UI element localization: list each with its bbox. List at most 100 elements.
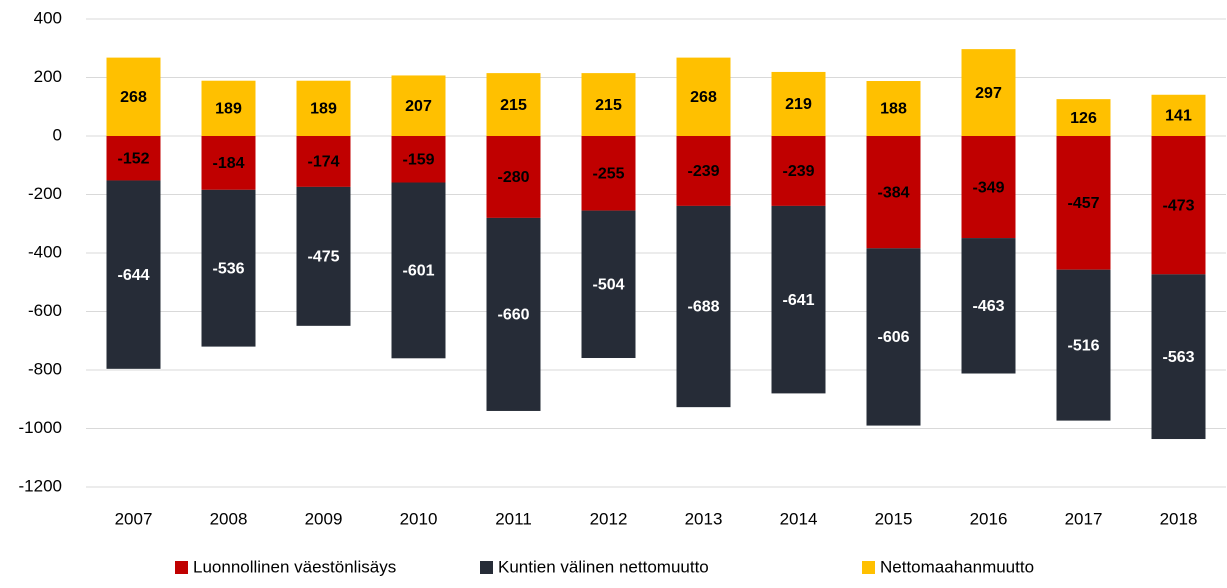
y-tick-label: -200 (28, 184, 62, 203)
x-tick-label: 2008 (210, 509, 248, 528)
bar-segment (106, 180, 161, 369)
value-label: 207 (405, 98, 432, 115)
value-label: -159 (402, 151, 434, 168)
bar-segment (106, 136, 161, 181)
value-label: -601 (402, 263, 434, 280)
x-tick-label: 2010 (400, 509, 438, 528)
value-label: -644 (117, 267, 149, 284)
bar-segment (1056, 99, 1111, 136)
value-label: -463 (972, 298, 1004, 315)
x-tick-label: 2018 (1160, 509, 1198, 528)
legend-swatch (480, 561, 493, 574)
y-tick-label: 400 (34, 8, 62, 27)
value-label: -475 (307, 249, 339, 266)
bar-segment (866, 136, 921, 249)
bar-segment (1151, 136, 1206, 275)
bar-segment (581, 73, 636, 136)
bar-segment (771, 71, 826, 136)
value-label: 268 (690, 89, 717, 106)
value-label: 219 (785, 96, 812, 113)
bar-segment (581, 136, 636, 211)
bar-segment (1056, 269, 1111, 421)
value-label: 126 (1070, 110, 1097, 127)
bar-segment (866, 248, 921, 426)
value-label: -280 (497, 169, 529, 186)
bar-segment (201, 136, 256, 190)
x-tick-label: 2011 (495, 509, 532, 528)
value-label: 297 (975, 85, 1002, 102)
bar-segment (391, 182, 446, 359)
bar-segment (296, 80, 351, 136)
value-label: 268 (120, 89, 147, 106)
bar-segment (961, 136, 1016, 239)
x-tick-label: 2012 (590, 509, 628, 528)
bar-segment (961, 49, 1016, 136)
bar-segment (771, 136, 826, 206)
x-tick-label: 2013 (685, 509, 723, 528)
bar-segment (296, 186, 351, 326)
bar-segment (201, 189, 256, 347)
bar-segment (676, 136, 731, 206)
y-tick-label: -1200 (19, 476, 62, 495)
bar-segment (1151, 94, 1206, 136)
bar-segment (106, 57, 161, 136)
bar-segment (676, 57, 731, 136)
value-label: -457 (1067, 195, 1099, 212)
value-label: -239 (782, 163, 814, 180)
value-label: -184 (212, 155, 244, 172)
value-label: -641 (782, 292, 814, 309)
y-tick-label: -400 (28, 242, 62, 261)
value-label: 141 (1165, 108, 1192, 125)
bar-segment (866, 81, 921, 136)
bar-segment (581, 210, 636, 359)
x-tick-label: 2007 (115, 509, 153, 528)
bar-segment (486, 73, 541, 136)
bar-segment (296, 136, 351, 187)
y-tick-label: 0 (53, 125, 62, 144)
bar-segment (391, 75, 446, 136)
value-label: -536 (212, 260, 244, 277)
y-tick-label: -600 (28, 301, 62, 320)
x-tick-label: 2016 (970, 509, 1008, 528)
y-tick-label: 200 (34, 67, 62, 86)
bar-segment (201, 80, 256, 136)
bar-segment (486, 136, 541, 218)
legend-label: Kuntien välinen nettomuutto (498, 557, 709, 576)
bar-segment (1056, 136, 1111, 270)
value-label: -606 (877, 329, 909, 346)
legend-label: Luonnollinen väestönlisäys (193, 557, 396, 576)
bar-segment (676, 205, 731, 408)
value-label: -660 (497, 307, 529, 324)
bar-segment (391, 136, 446, 183)
y-tick-label: -800 (28, 359, 62, 378)
value-label: -563 (1162, 349, 1194, 366)
legend-swatch (175, 561, 188, 574)
legend-swatch (862, 561, 875, 574)
value-label: -504 (592, 277, 624, 294)
value-label: -152 (117, 150, 149, 167)
bar-segment (1151, 274, 1206, 440)
x-tick-label: 2009 (305, 509, 343, 528)
legend-label: Nettomaahanmuutto (880, 557, 1034, 576)
value-label: 215 (500, 97, 527, 114)
value-label: -174 (307, 154, 339, 171)
y-tick-label: -1000 (19, 418, 62, 437)
value-label: 189 (310, 101, 337, 118)
bar-segment (961, 238, 1016, 374)
value-label: -255 (592, 166, 624, 183)
bar-segment (486, 217, 541, 411)
value-label: -349 (972, 179, 1004, 196)
x-tick-label: 2017 (1065, 509, 1103, 528)
value-label: 215 (595, 97, 622, 114)
x-tick-label: 2015 (875, 509, 913, 528)
bar-segment (771, 205, 826, 394)
value-label: -516 (1067, 337, 1099, 354)
value-label: -473 (1162, 197, 1194, 214)
value-label: -239 (687, 163, 719, 180)
value-label: 189 (215, 101, 242, 118)
value-label: 188 (880, 101, 907, 118)
x-tick-label: 2014 (780, 509, 818, 528)
value-label: -688 (687, 299, 719, 316)
value-label: -384 (877, 184, 909, 201)
